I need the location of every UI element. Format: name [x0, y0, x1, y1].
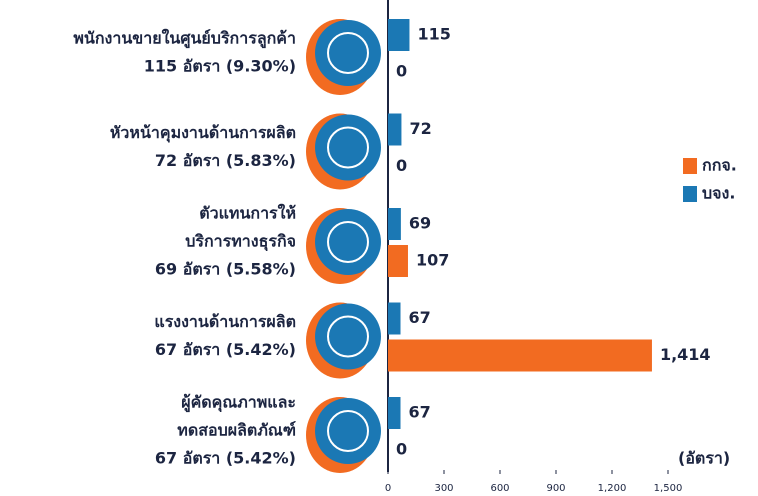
icon-ring [327, 32, 369, 74]
bar [388, 245, 408, 277]
bar [388, 339, 652, 372]
value-label: 115 [417, 25, 450, 44]
category-label: ตัวแทนการให้ [199, 204, 296, 223]
icon-circle [315, 20, 381, 86]
value-label: 107 [416, 251, 449, 270]
category-label: 69 อัตรา (5.58%) [155, 260, 296, 279]
value-label: 67 [409, 308, 431, 327]
category-label: 72 อัตรา (5.83%) [155, 151, 296, 170]
icon-ring [327, 126, 369, 169]
bar [388, 208, 401, 240]
category-label: 67 อัตรา (5.42%) [155, 449, 296, 468]
x-tick-label: 0 [385, 483, 391, 494]
icon-circle [315, 209, 381, 275]
icon-circle [315, 398, 381, 464]
legend-label: บจง. [702, 184, 735, 203]
legend-swatch [683, 158, 697, 174]
icon-ring [327, 410, 369, 452]
value-label: 0 [396, 156, 407, 175]
bar [388, 19, 410, 51]
icon-ring [327, 315, 369, 358]
icon-ring [327, 221, 369, 263]
bar [388, 302, 401, 335]
value-label: 0 [396, 440, 407, 459]
x-tick-label: 1,500 [654, 483, 683, 494]
bar [388, 113, 402, 146]
x-tick-label: 300 [434, 483, 453, 494]
x-axis-label: (อัตรา) [678, 449, 730, 468]
value-label: 72 [409, 119, 431, 138]
value-label: 0 [396, 62, 407, 81]
x-tick-label: 1,200 [598, 483, 627, 494]
category-label: บริการทางธุรกิจ [185, 232, 296, 252]
legend-label: กกจ. [702, 156, 737, 175]
x-tick-label: 600 [490, 483, 509, 494]
value-label: 1,414 [660, 345, 711, 364]
category-label: แรงงานด้านการผลิต [154, 312, 296, 331]
value-label: 69 [409, 214, 431, 233]
icon-circle [315, 114, 381, 181]
category-label: ทดสอบผลิตภัณฑ์ [177, 421, 296, 440]
category-label: 67 อัตรา (5.42%) [155, 340, 296, 359]
legend-swatch [683, 186, 697, 202]
x-tick-label: 900 [546, 483, 565, 494]
category-label: ผู้คัดคุณภาพและ [181, 393, 296, 414]
value-label: 67 [409, 403, 431, 422]
category-label: 115 อัตรา (9.30%) [144, 57, 296, 76]
category-label: หัวหน้าคุมงานด้านการผลิต [110, 123, 296, 143]
bar [388, 397, 401, 429]
category-label: พนักงานขายในศูนย์บริการลูกค้า [73, 29, 296, 50]
icon-circle [315, 303, 381, 370]
